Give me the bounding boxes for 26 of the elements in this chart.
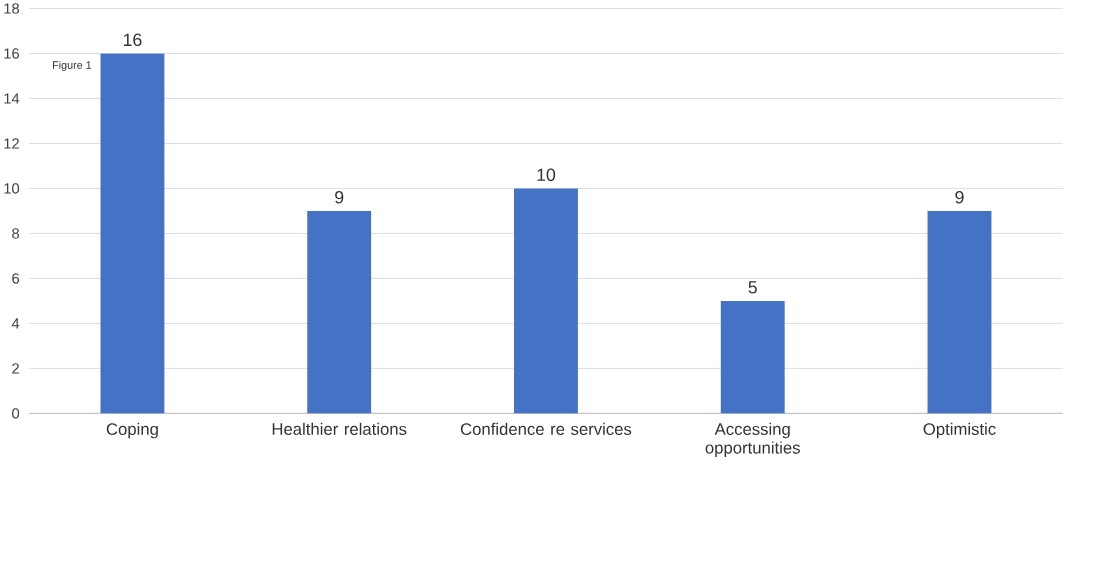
y-tick-label: 12 xyxy=(4,138,19,149)
text: Figure 1 xyxy=(52,60,92,71)
data-label: 9 xyxy=(335,190,344,204)
bar xyxy=(927,210,992,414)
y-tick-label: 0 xyxy=(12,408,20,419)
y-tick-label: 6 xyxy=(12,273,20,284)
bar xyxy=(307,210,372,414)
y-tick-label: 4 xyxy=(11,318,20,329)
y-tick-label: 10 xyxy=(4,183,20,194)
x-tick-label: Coping xyxy=(106,422,158,439)
y-tick-label: 18 xyxy=(4,3,20,14)
x-tick-label: Accessing opportunities xyxy=(705,422,800,457)
bar xyxy=(514,188,578,414)
bar xyxy=(720,300,785,414)
data-label: 16 xyxy=(123,33,142,47)
bar xyxy=(100,53,165,414)
y-tick-label: 2 xyxy=(12,363,19,374)
x-tick-label: Healthier relations xyxy=(272,422,407,435)
data-label: 5 xyxy=(748,281,757,294)
y-tick-label: 16 xyxy=(4,48,20,59)
x-tick-label: Confidence re services xyxy=(460,422,632,435)
data-label: 9 xyxy=(955,190,964,204)
y-tick-label: 14 xyxy=(4,93,20,104)
y-tick-label: 8 xyxy=(12,228,20,239)
x-tick-label: Optimistic xyxy=(923,422,996,439)
data-label: 10 xyxy=(537,168,556,181)
